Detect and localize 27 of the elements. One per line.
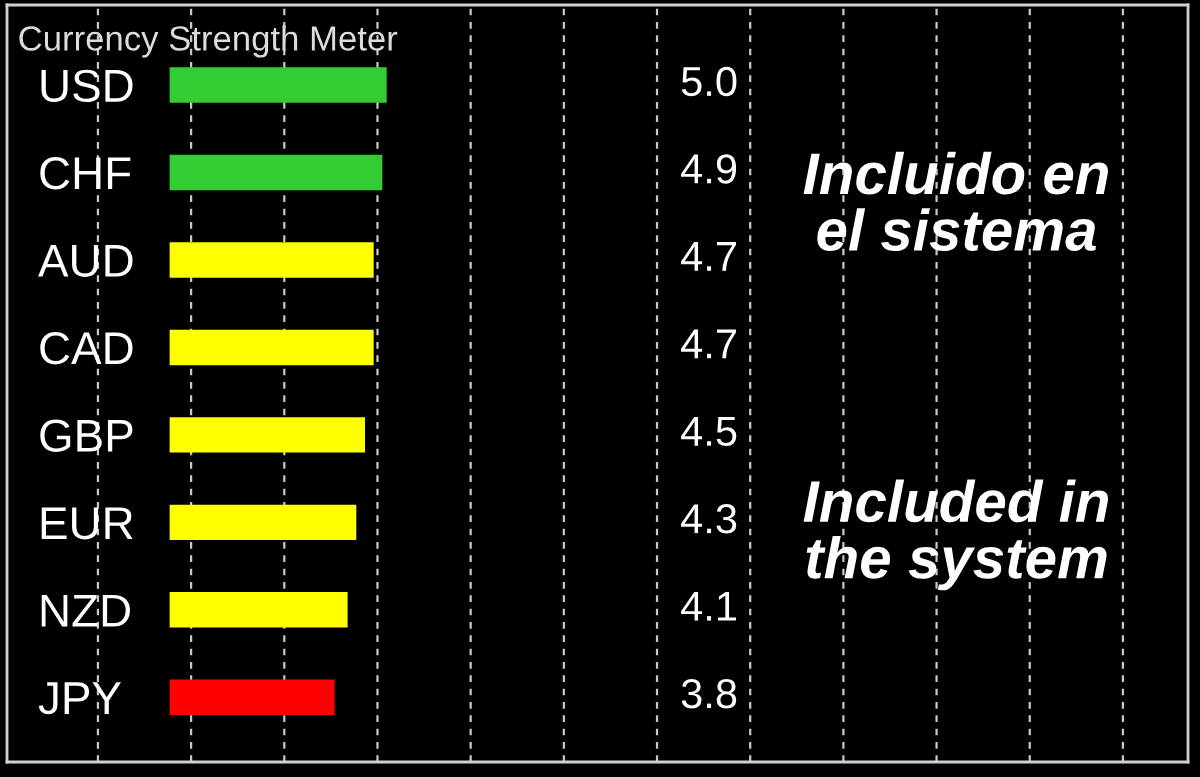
y-tick-label: GBP — [40, 419, 133, 452]
y-tick-label: USD — [41, 69, 133, 103]
data-label: 4.3 — [681, 504, 737, 534]
text: Included in the system — [803, 479, 1109, 591]
data-label: 4.7 — [681, 329, 736, 359]
y-tick-label: AUD — [38, 245, 133, 278]
data-label: 4.1 — [681, 591, 737, 621]
text: Incluido en el sistema — [803, 151, 1109, 252]
y-tick-label: CHF — [40, 157, 131, 190]
data-label: 3.8 — [681, 678, 737, 709]
y-tick-label: CAD — [40, 332, 133, 365]
data-label: 4.9 — [681, 154, 737, 184]
data-label: 5.0 — [681, 66, 737, 97]
bar — [169, 154, 383, 191]
bar — [169, 242, 374, 278]
data-label: 4.5 — [681, 416, 737, 447]
bar — [169, 679, 335, 715]
bar — [169, 67, 387, 103]
bar — [169, 592, 348, 628]
data-label: 4.7 — [681, 242, 736, 271]
text: Currency Strength Meter — [19, 25, 398, 58]
y-tick-label: JPY — [38, 682, 122, 715]
bar — [169, 504, 357, 541]
y-tick-label: NZD — [41, 594, 130, 627]
y-tick-label: EUR — [41, 507, 133, 540]
bar — [169, 329, 374, 366]
bar — [169, 417, 365, 453]
